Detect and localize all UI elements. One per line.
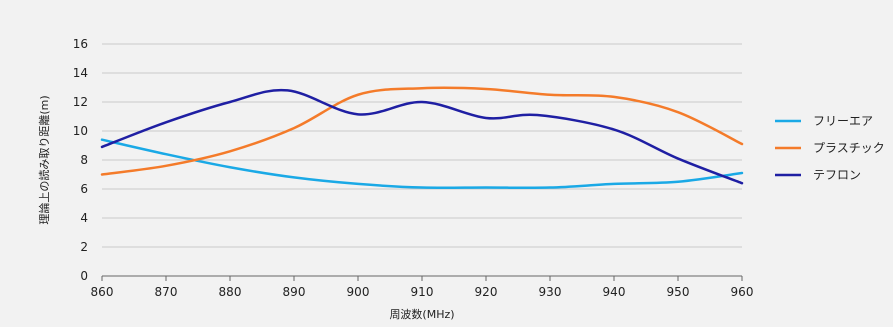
y-tick-label: 8	[80, 153, 88, 167]
x-tick-label: 930	[539, 285, 562, 299]
x-tick-label: 910	[411, 285, 434, 299]
series-line-0	[100, 138, 744, 190]
x-tick-label: 890	[283, 285, 306, 299]
x-tick-label: 900	[347, 285, 370, 299]
x-axis-title: 周波数(MHz)	[389, 308, 454, 321]
y-axis-ticks: 0 2 4 6 8 10 12 14 16	[73, 37, 88, 283]
y-tick-label: 4	[80, 211, 88, 225]
x-tick-label: 860	[91, 285, 114, 299]
y-tick-label: 6	[80, 182, 88, 196]
y-axis-title: 理論上の読み取り距離(m)	[37, 95, 51, 224]
x-tick-label: 960	[731, 285, 754, 299]
y-tick-label: 0	[80, 269, 88, 283]
series-line-2	[100, 88, 744, 185]
legend-label: フリーエア	[813, 114, 873, 128]
legend-label: プラスチック	[813, 141, 885, 155]
grid-lines	[102, 43, 742, 277]
x-tick-label: 920	[475, 285, 498, 299]
x-tick-label: 870	[155, 285, 178, 299]
x-axis-ticks: 860 870 880 890 900 910 920 930 940 950 960	[91, 276, 754, 299]
x-tick-label: 940	[603, 285, 626, 299]
x-tick-label: 950	[667, 285, 690, 299]
y-tick-label: 14	[73, 66, 88, 80]
x-tick-label: 880	[219, 285, 242, 299]
legend-label: テフロン	[813, 168, 861, 182]
y-tick-label: 2	[80, 240, 88, 254]
y-tick-label: 16	[73, 37, 88, 51]
y-tick-label: 10	[73, 124, 88, 138]
series-line-1	[100, 86, 744, 176]
y-tick-label: 12	[73, 95, 88, 109]
series-lines	[100, 86, 744, 190]
